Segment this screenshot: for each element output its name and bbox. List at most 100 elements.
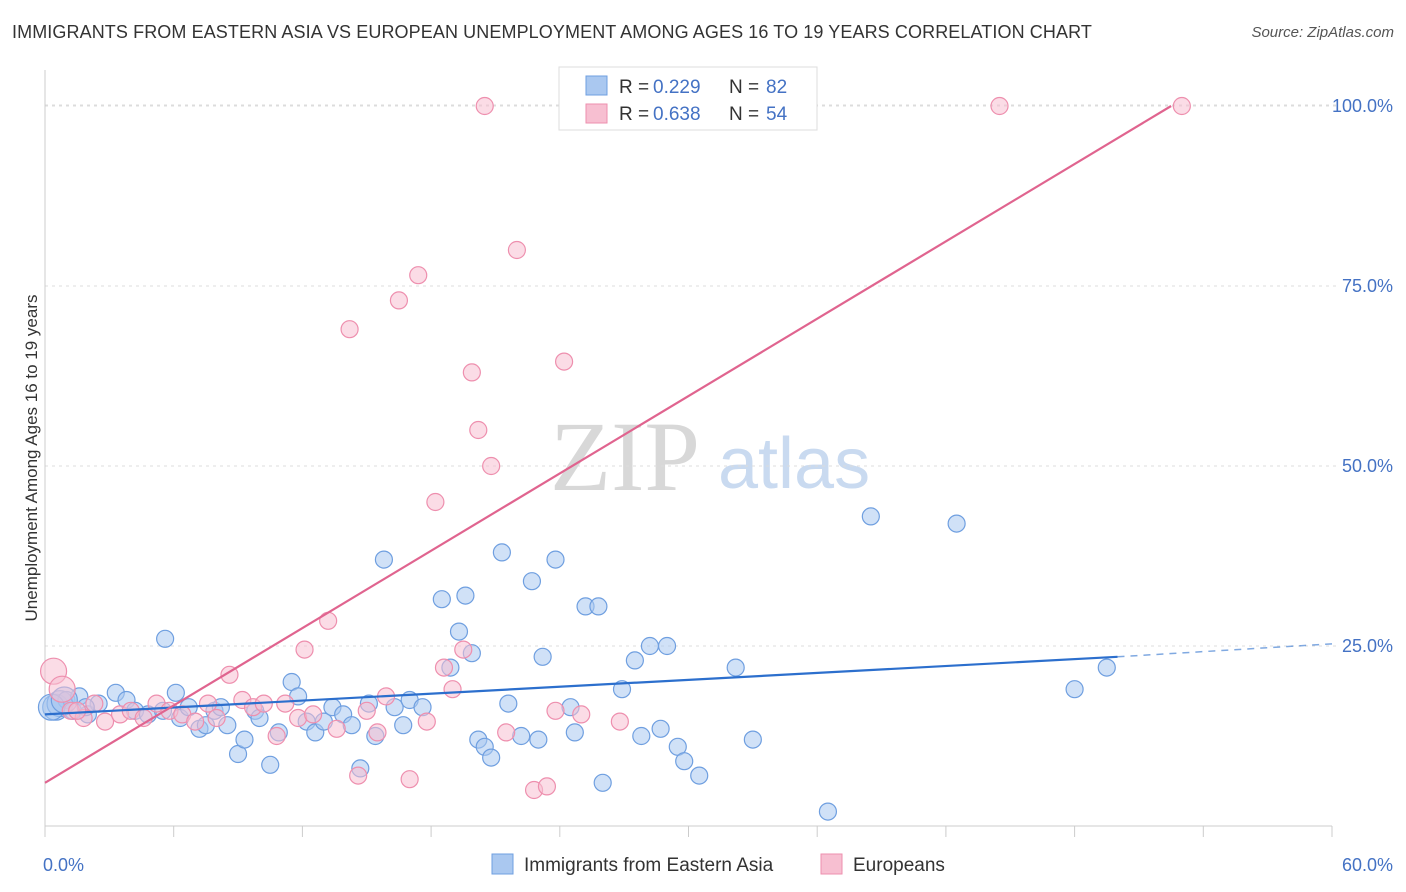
point-europeans-46 [546,701,565,720]
bottom-legend-swatch-blue [491,853,514,875]
y-tick-label-3: 100.0% [1332,96,1393,116]
point-europeans-23 [304,705,323,724]
point-eastern-asia-78 [1097,658,1116,677]
bottom-legend-label-1: Europeans [853,855,945,876]
point-europeans-53 [68,701,87,720]
legend-r-value-1: 0.638 [653,104,701,125]
point-europeans-25 [327,719,346,738]
legend-n-label-1: N = [729,104,759,125]
point-eastern-asia-73 [743,730,762,749]
point-eastern-asia-71 [690,766,709,785]
point-eastern-asia-56 [533,647,552,666]
point-eastern-asia-34 [342,716,361,735]
x-tick-max: 60.0% [1342,855,1393,875]
point-eastern-asia-62 [593,773,612,792]
point-eastern-asia-50 [482,748,501,767]
point-eastern-asia-45 [449,622,469,641]
point-eastern-asia-55 [529,730,548,749]
bottom-legend-swatch-pink [820,853,843,875]
point-eastern-asia-43 [432,590,451,609]
y-tick-label-0: 25.0% [1342,636,1393,656]
point-eastern-asia-40 [394,716,413,735]
legend-n-value-0: 82 [766,77,787,98]
point-eastern-asia-76 [947,514,966,533]
point-europeans-51 [990,96,1009,116]
legend-n-value-1: 54 [766,104,788,125]
bottom-legend: Immigrants from Eastern Asia Europeans [491,853,945,876]
point-eastern-asia-59 [565,723,584,742]
legend-swatch-blue [585,75,608,96]
watermark-atlas: atlas [718,424,870,504]
point-europeans-28 [357,701,376,720]
point-europeans-26 [340,320,359,339]
legend-swatch-pink [585,103,608,124]
y-tick-label-2: 75.0% [1342,276,1393,296]
point-eastern-asia-22 [235,730,254,749]
point-europeans-1 [48,675,76,703]
legend-n-label-0: N = [729,77,759,98]
point-eastern-asia-72 [726,658,745,677]
point-eastern-asia-74 [818,802,838,821]
x-tick-min: 0.0% [43,855,84,875]
point-europeans-21 [289,708,308,728]
point-europeans-22 [295,640,314,659]
point-europeans-47 [554,352,574,371]
point-europeans-39 [462,363,481,382]
point-europeans-29 [368,723,387,742]
trend-line-eastern-asia [44,655,1118,716]
point-eastern-asia-46 [456,586,475,605]
point-eastern-asia-13 [166,683,185,702]
data-points [37,96,1191,821]
point-europeans-38 [454,640,473,659]
point-eastern-asia-70 [675,752,694,771]
point-europeans-37 [443,680,462,699]
point-europeans-50 [475,96,494,116]
watermark-zip: ZIP [550,401,700,512]
legend-r-label-1: R = [619,104,649,125]
bottom-legend-label-0: Immigrants from Eastern Asia [524,855,774,876]
trend-line-extension-eastern-asia [1117,643,1333,658]
point-europeans-49 [610,712,629,731]
point-europeans-33 [409,266,428,285]
point-europeans-12 [186,712,205,731]
point-europeans-40 [469,420,488,440]
legend-r-label-0: R = [619,77,649,98]
point-europeans-36 [434,658,454,677]
point-europeans-45 [537,777,557,796]
point-europeans-4 [85,694,104,713]
y-axis-label: Unemployment Among Ages 16 to 19 years [22,295,41,622]
point-eastern-asia-38 [374,550,394,569]
trend-lines [44,105,1333,784]
point-europeans-13 [198,694,218,713]
point-europeans-43 [507,240,527,260]
point-eastern-asia-52 [499,694,518,713]
point-eastern-asia-75 [861,507,880,526]
point-europeans-41 [482,456,501,476]
watermark: ZIP atlas [550,401,870,512]
point-eastern-asia-67 [651,719,670,738]
point-eastern-asia-64 [625,651,644,670]
point-europeans-42 [497,723,516,742]
point-eastern-asia-66 [640,636,659,656]
point-europeans-5 [95,712,115,731]
gridlines: 25.0% 50.0% 75.0% 100.0% [45,96,1393,656]
point-eastern-asia-57 [546,550,565,569]
point-europeans-48 [572,705,591,724]
point-eastern-asia-63 [612,680,632,699]
point-europeans-27 [349,766,368,785]
source-label: Source: ZipAtlas.com [1251,24,1394,41]
point-eastern-asia-68 [657,636,677,656]
trend-line-europeans [44,105,1172,784]
point-europeans-52 [1172,96,1191,116]
point-europeans-32 [400,770,419,789]
y-tick-label-1: 50.0% [1342,456,1393,476]
point-europeans-19 [267,726,286,746]
chart-title: IMMIGRANTS FROM EASTERN ASIA VS EUROPEAN… [12,22,1092,42]
point-eastern-asia-12 [156,629,175,648]
point-eastern-asia-25 [261,755,280,774]
point-europeans-20 [276,694,295,713]
point-europeans-34 [417,712,436,731]
point-europeans-31 [389,291,409,310]
point-eastern-asia-53 [512,726,531,746]
